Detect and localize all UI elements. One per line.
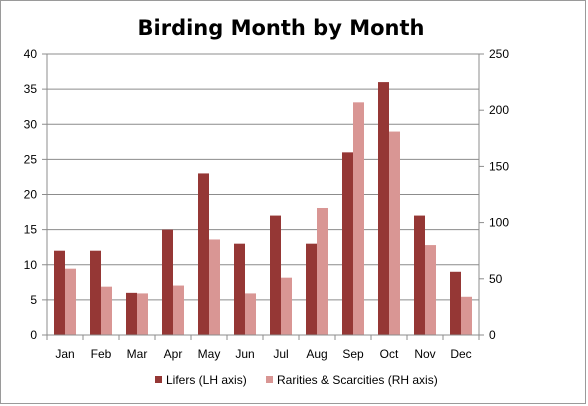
bars (54, 82, 472, 335)
x-axis-ticks: Jan Feb Mar Apr May Jun Jul Aug Sep Oct Nov Dec (55, 347, 471, 361)
left-tick-label: 15 (24, 223, 38, 237)
legend: Lifers (LH axis) Rarities & Scarcities (R… (155, 373, 438, 387)
left-tick-label: 40 (24, 47, 38, 61)
legend-label-1: Rarities & Scarcities (RH axis) (277, 373, 438, 387)
bar-rarities-oct (389, 131, 400, 335)
bar-lifers-feb (90, 250, 101, 335)
right-tick-label: 150 (489, 159, 509, 173)
x-tick-label: Nov (414, 347, 435, 361)
bar-lifers-jul (270, 215, 281, 335)
bar-rarities-mar (137, 293, 148, 335)
gridlines (47, 53, 479, 301)
bar-rarities-dec (461, 296, 472, 335)
bar-lifers-oct (378, 82, 389, 335)
x-tick-label: Aug (306, 347, 327, 361)
x-tick-label: Mar (127, 347, 148, 361)
bar-rarities-may (209, 239, 220, 335)
bar-rarities-aug (317, 207, 328, 335)
x-tick-label: Sep (342, 347, 364, 361)
left-tick-label: 25 (24, 152, 38, 166)
left-tick-label: 20 (24, 188, 38, 202)
bar-lifers-nov (414, 215, 425, 335)
right-tick-label: 100 (489, 216, 509, 230)
x-tick-label: Feb (91, 347, 112, 361)
bar-rarities-nov (425, 245, 436, 335)
left-tick-label: 10 (24, 258, 38, 272)
bar-rarities-jun (245, 293, 256, 335)
chart-title: Birding Month by Month (138, 16, 425, 40)
bar-lifers-jan (54, 250, 65, 335)
legend-swatch-0 (155, 376, 162, 383)
bar-lifers-jun (234, 243, 245, 335)
x-tick-label: Jan (55, 347, 74, 361)
left-tick-label: 30 (24, 117, 38, 131)
left-tick-label: 5 (30, 293, 37, 307)
bar-lifers-mar (126, 292, 137, 335)
bar-rarities-sep (353, 102, 364, 335)
bar-rarities-jul (281, 277, 292, 335)
x-tick-label: Dec (450, 347, 471, 361)
right-tick-label: 50 (489, 272, 503, 286)
right-tick-label: 250 (489, 47, 509, 61)
axes (42, 53, 484, 340)
x-tick-label: Apr (164, 347, 183, 361)
bar-rarities-jan (65, 268, 76, 335)
bar-rarities-feb (101, 286, 112, 335)
legend-label-0: Lifers (LH axis) (166, 373, 247, 387)
bar-lifers-sep (342, 152, 353, 335)
legend-swatch-1 (266, 376, 273, 383)
right-tick-label: 0 (489, 328, 496, 342)
bar-lifers-aug (306, 243, 317, 335)
x-tick-label: May (198, 347, 221, 361)
x-tick-label: Jul (273, 347, 288, 361)
x-tick-label: Jun (235, 347, 254, 361)
left-tick-label: 0 (30, 328, 37, 342)
bar-lifers-may (198, 173, 209, 335)
left-tick-label: 35 (24, 82, 38, 96)
bar-lifers-apr (162, 229, 173, 335)
right-tick-label: 200 (489, 103, 509, 117)
left-axis-ticks: 0 5 10 15 20 25 30 35 40 (24, 47, 38, 342)
bar-lifers-dec (450, 271, 461, 335)
bar-rarities-apr (173, 285, 184, 335)
right-axis-ticks: 0 50 100 150 200 250 (489, 47, 509, 342)
x-tick-label: Oct (380, 347, 399, 361)
